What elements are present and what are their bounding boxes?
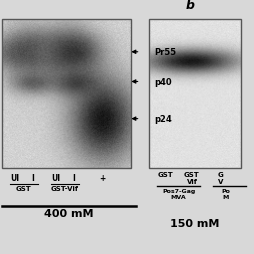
Text: UI: UI (10, 173, 19, 182)
Bar (148, 20, 240, 168)
Bar (2, 20, 130, 168)
Text: GST: GST (157, 171, 172, 177)
Text: GST-Vif: GST-Vif (51, 185, 79, 191)
Text: I: I (31, 173, 34, 182)
Text: Pr55: Pr55 (154, 48, 176, 57)
Text: Pos7-Gag
MVA: Pos7-Gag MVA (161, 188, 195, 199)
Text: GST: GST (16, 185, 31, 191)
Text: b: b (185, 0, 194, 12)
Text: I: I (72, 173, 75, 182)
Text: G
V: G V (217, 171, 223, 184)
Text: UI: UI (51, 173, 60, 182)
Text: 400 mM: 400 mM (44, 208, 93, 218)
Text: Po
M: Po M (220, 188, 229, 199)
Text: p24: p24 (154, 115, 172, 124)
Text: GST
Vif: GST Vif (183, 171, 199, 184)
Text: 150 mM: 150 mM (169, 218, 219, 228)
Text: p40: p40 (154, 78, 171, 87)
Text: +: + (99, 173, 105, 182)
